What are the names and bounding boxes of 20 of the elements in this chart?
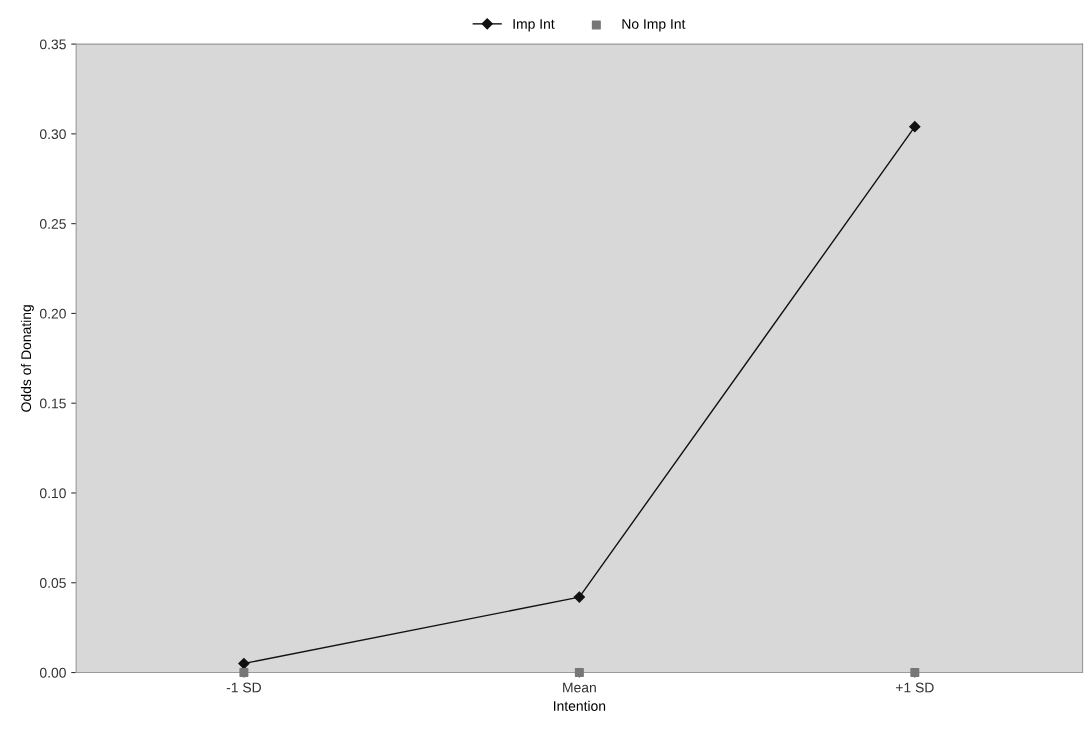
y-tick-label: 0.20 [39,308,66,319]
point [573,591,585,603]
x-tick-label: +1 SD [896,682,934,693]
y-tick-label: 0.15 [39,398,66,409]
y-tick-label: 0.25 [39,218,66,229]
point [574,668,584,678]
point [909,121,921,133]
y-tick-label: 0.35 [39,39,66,50]
point [910,668,920,678]
y-axis-title: Odds of Donating [20,305,34,412]
y-tick-label: 0.30 [39,129,66,140]
point [239,668,249,678]
x-tick-label: -1 SD [226,682,261,693]
y-tick-label: 0.00 [39,667,66,678]
legend-label: Imp Int [513,19,555,32]
y-tick-label: 0.10 [39,488,66,499]
y-tick-label: 0.05 [39,578,66,588]
x-axis-title: Intention [554,700,606,711]
legend-label: No Imp Int [622,19,686,32]
x-tick-label: Mean [563,682,596,693]
